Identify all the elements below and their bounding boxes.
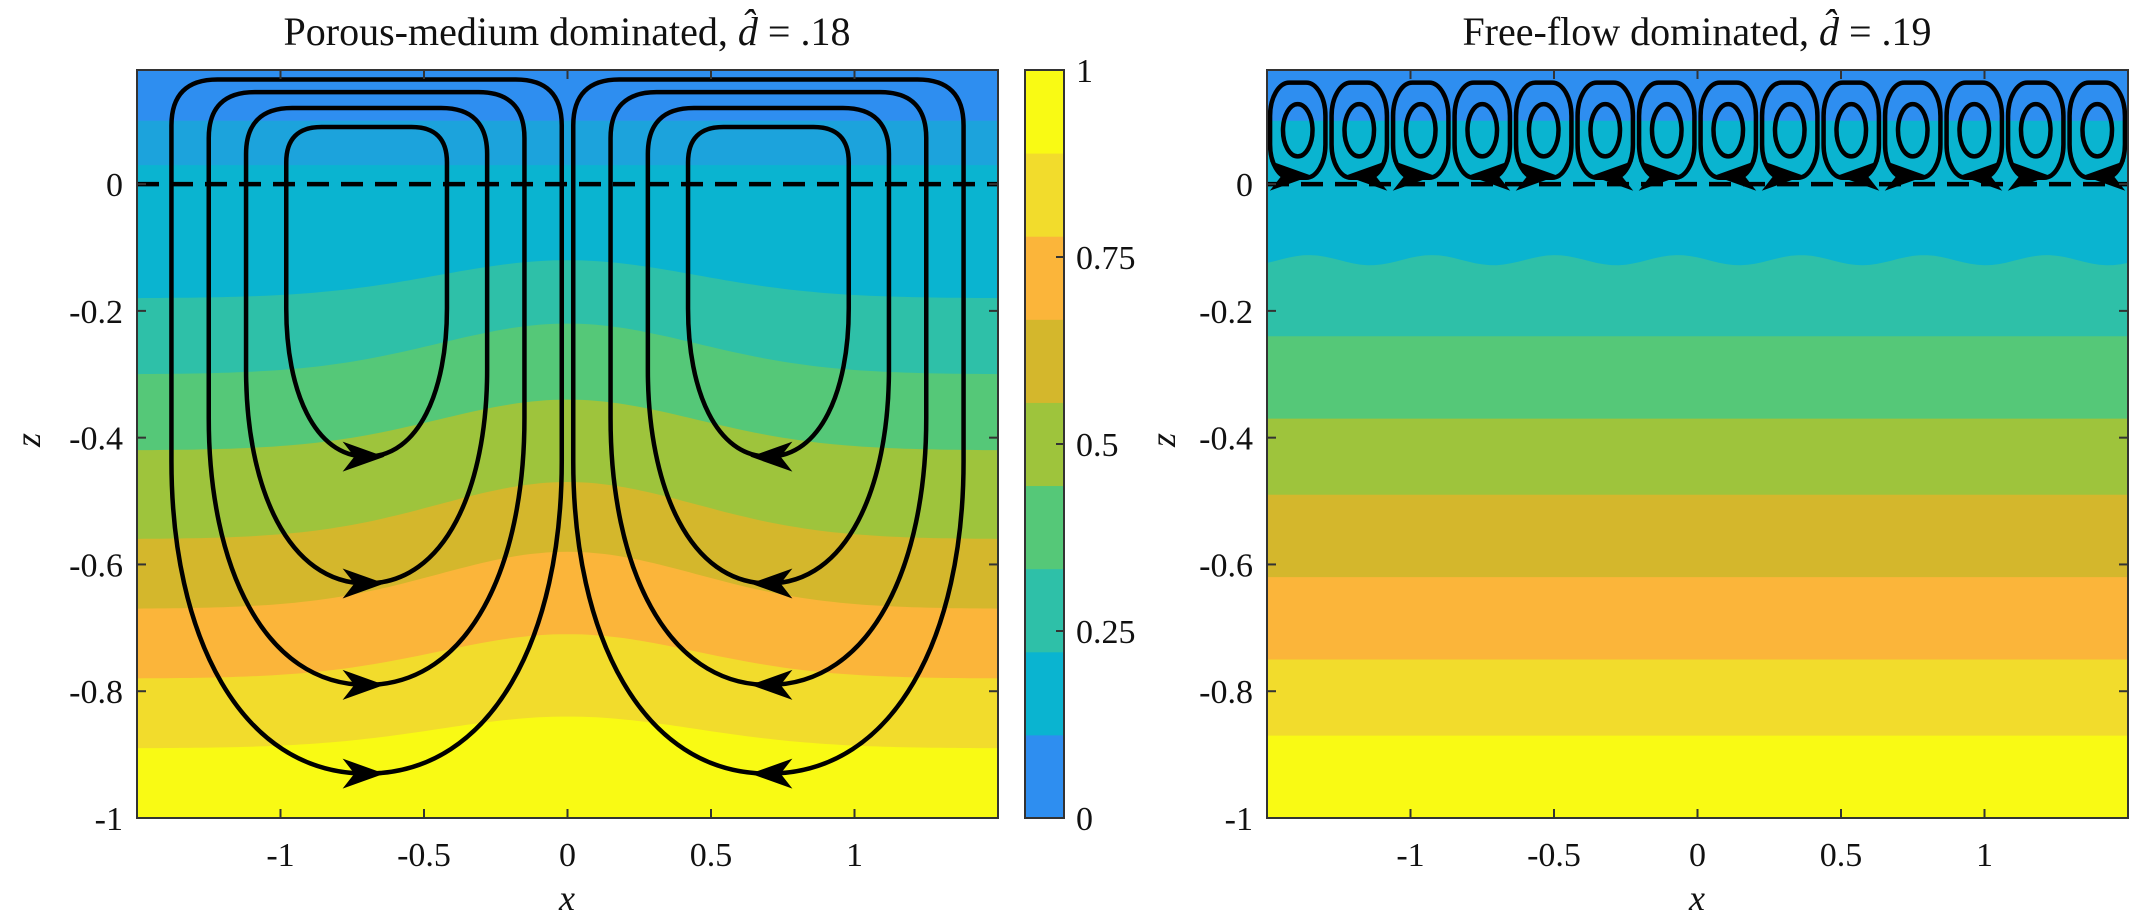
streamline [685,124,852,459]
x-tick-label: 0 [559,837,576,874]
right-contour-field [1267,70,2128,818]
right-y-ticks: 0 -0.2 -0.4 -0.6 -0.8 -1 [1199,167,2128,838]
streamline [608,89,929,688]
colorbar-tick-label: 0 [1076,801,1093,838]
x-tick-label: 0 [1689,837,1706,874]
y-tick-label: -0.8 [69,674,123,711]
streamline [645,105,892,586]
right-x-ticks: -1 -0.5 0 0.5 1 [1396,70,1993,874]
colorbar-ticks: 0 0.25 0.5 0.75 1 [1056,53,1136,838]
roll-inner-streamline [1280,101,1315,159]
flow-arrow [750,669,793,700]
x-tick-label: 0.5 [690,837,733,874]
x-tick-label: -1 [266,837,294,874]
streamline [243,105,490,586]
left-panel: 0 -0.2 -0.4 -0.6 -0.8 -1 -1 -0.5 0 0.5 1 Porous-m… [8,9,999,916]
colorbar-band [1025,651,1064,736]
roll-inner-streamline [1342,101,1377,159]
roll-inner-streamline [2018,101,2053,159]
flow-arrow [750,441,793,472]
colorbar-band [1025,734,1064,819]
streamline [570,77,966,776]
colorbar-band [1025,70,1064,154]
roll-inner-streamline [1895,101,1930,159]
roll-inner-streamline [1649,101,1684,159]
x-tick-label: -0.5 [1527,837,1581,874]
flow-arrow [2083,160,2126,191]
y-tick-label: -0.2 [1199,294,1253,331]
roll-inner-streamline [1465,101,1500,159]
roll-inner-streamline [1772,101,1807,159]
colorbar-tick-label: 0.25 [1076,614,1136,651]
y-tick-label: -0.8 [1199,674,1253,711]
right-x-axis-label: x [1688,878,1705,916]
streamline [206,89,527,688]
y-tick-label: -1 [95,801,123,838]
y-tick-label: -0.4 [1199,421,1253,458]
x-tick-label: 1 [846,837,863,874]
colorbar-band [1025,568,1064,653]
roll-inner-streamline [1403,101,1438,159]
colorbar-bands [1025,70,1064,819]
flow-arrow [1761,160,1804,191]
colorbar-tick-label: 1 [1076,53,1093,90]
roll-inner-streamline [1588,101,1623,159]
colorbar-tick-label: 0.75 [1076,240,1136,277]
right-panel: 0 -0.2 -0.4 -0.6 -0.8 -1 -1 -0.5 0 0.5 1 Free-flo… [1143,9,2129,916]
right-roll-streamlines [1267,80,2128,191]
colorbar-band [1025,236,1064,320]
flow-arrow [342,758,385,789]
flow-arrow [1837,160,1880,191]
right-chart-title: Free-flow dominated, d̂ = .19 [1462,9,1931,54]
flow-arrow [342,441,385,472]
roll-inner-streamline [1834,101,1869,159]
left-contour-field [137,70,998,818]
flow-arrow [342,669,385,700]
flow-arrow [342,568,385,599]
left-streamlines [169,77,966,789]
roll-inner-streamline [2080,101,2115,159]
left-y-axis-label: z [8,433,48,448]
x-tick-label: 1 [1976,837,1993,874]
y-tick-label: -0.4 [69,421,123,458]
flow-arrow [1468,160,1511,191]
right-y-axis-label: z [1143,433,1183,448]
streamline [169,77,565,776]
colorbar-band [1025,485,1064,570]
colorbar-band [1025,319,1064,403]
x-tick-label: -1 [1396,837,1424,874]
y-tick-label: 0 [106,167,123,204]
left-chart-title: Porous-medium dominated, d̂ = .18 [284,9,851,54]
left-y-ticks: 0 -0.2 -0.4 -0.6 -0.8 -1 [69,167,998,838]
x-tick-label: 0.5 [1820,837,1863,874]
roll-inner-streamline [1957,101,1992,159]
roll-inner-streamline [1711,101,1746,159]
roll-inner-streamline [1526,101,1561,159]
colorbar: 0 0.25 0.5 0.75 1 [1024,53,1136,838]
y-tick-label: -0.6 [1199,547,1253,584]
y-tick-label: -0.6 [69,547,123,584]
left-x-axis-label: x [558,878,575,916]
y-tick-label: -0.2 [69,294,123,331]
streamline [283,124,450,459]
left-x-ticks: -1 -0.5 0 0.5 1 [266,70,863,874]
contour-band [137,716,998,818]
x-tick-label: -0.5 [397,837,451,874]
y-tick-label: -1 [1225,801,1253,838]
y-tick-label: 0 [1236,167,1253,204]
contour-band [1267,735,2128,818]
colorbar-tick-label: 0.5 [1076,427,1119,464]
colorbar-band [1025,153,1064,237]
flow-arrow [750,758,793,789]
flow-arrow [750,568,793,599]
